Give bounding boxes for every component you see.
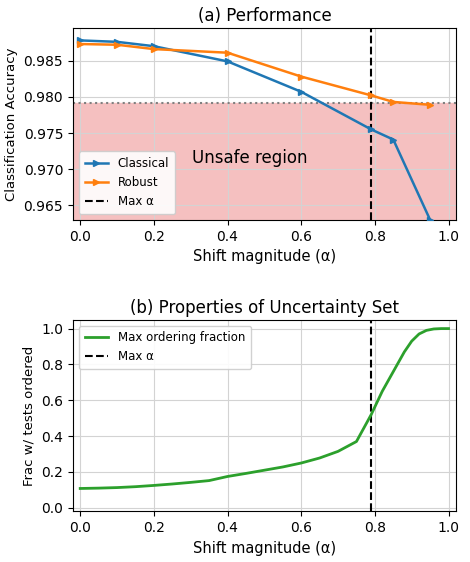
Line: Robust: Robust	[78, 41, 433, 107]
Robust	[368, 92, 374, 99]
Robust	[151, 46, 157, 52]
Text: Unsafe region: Unsafe region	[192, 149, 307, 167]
Robust	[78, 40, 83, 47]
Classical	[225, 58, 230, 65]
Robust	[427, 102, 433, 108]
Robust	[391, 98, 396, 105]
Classical	[427, 216, 433, 223]
Legend: Max ordering fraction, Max α: Max ordering fraction, Max α	[79, 325, 251, 369]
Title: (a) Performance: (a) Performance	[197, 7, 331, 25]
Line: Classical: Classical	[78, 38, 433, 223]
Classical	[114, 38, 120, 45]
Robust	[225, 49, 230, 56]
Robust	[298, 73, 304, 80]
Y-axis label: Frac w/ tests ordered: Frac w/ tests ordered	[23, 346, 36, 486]
Classical	[391, 136, 396, 143]
Classical	[298, 88, 304, 95]
Title: (b) Properties of Uncertainty Set: (b) Properties of Uncertainty Set	[130, 298, 399, 316]
Classical	[78, 37, 83, 44]
X-axis label: Shift magnitude (α): Shift magnitude (α)	[193, 541, 336, 556]
Classical	[151, 43, 157, 49]
Y-axis label: Classification Accuracy: Classification Accuracy	[5, 47, 18, 201]
X-axis label: Shift magnitude (α): Shift magnitude (α)	[193, 249, 336, 264]
Legend: Classical, Robust, Max α: Classical, Robust, Max α	[79, 151, 175, 214]
Classical	[368, 126, 374, 133]
Robust	[114, 42, 120, 48]
